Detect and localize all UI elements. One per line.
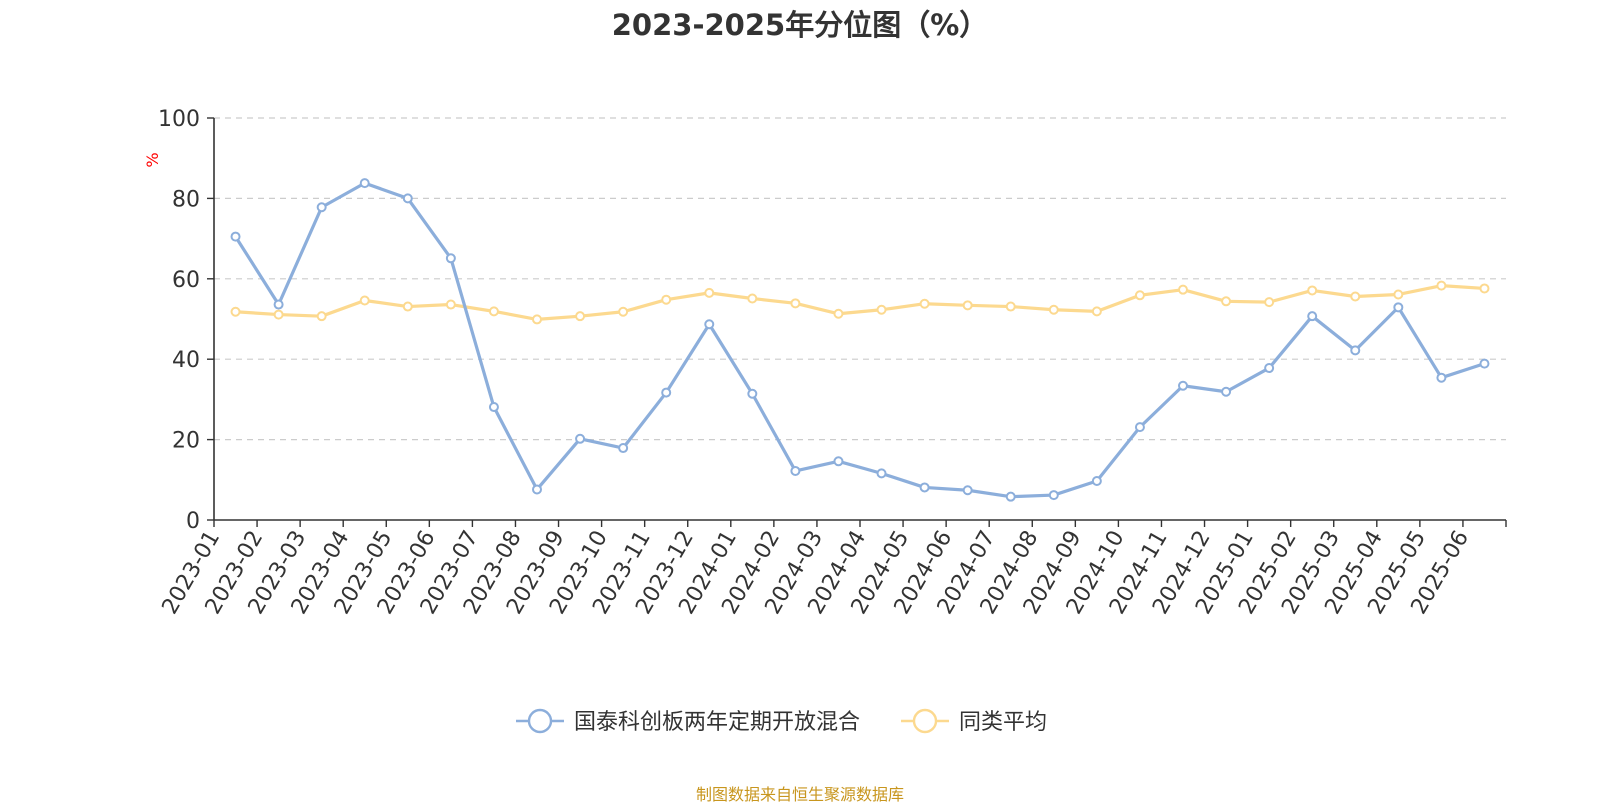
fund-data-point[interactable] [273, 299, 284, 310]
y-tick-label: 100 [158, 107, 200, 132]
legend[interactable]: 国泰科创板两年定期开放混合 同类平均 [516, 708, 1047, 735]
average-data-point[interactable] [532, 314, 542, 325]
fund-data-point[interactable] [1264, 363, 1275, 374]
average-data-point[interactable] [833, 308, 844, 319]
fund-data-point[interactable] [1307, 311, 1318, 322]
chart-title: 2023-2025年分位图（%） [611, 8, 989, 42]
fund-data-point[interactable] [1134, 422, 1145, 433]
average-data-point[interactable] [1436, 280, 1447, 291]
average-data-point[interactable] [1393, 289, 1404, 300]
average-data-point[interactable] [919, 298, 930, 309]
average-data-point[interactable] [230, 306, 241, 317]
average-data-point[interactable] [359, 295, 370, 306]
average-data-point[interactable] [618, 306, 629, 317]
fund-series-line [233, 181, 1487, 499]
average-data-point[interactable] [1178, 284, 1188, 295]
fund-data-point[interactable] [1178, 380, 1188, 391]
average-data-point[interactable] [575, 311, 586, 322]
fund-data-point[interactable] [316, 202, 327, 213]
fund-data-point[interactable] [445, 253, 456, 264]
legend-item-average[interactable]: 同类平均 [901, 708, 1047, 735]
legend-item-fund[interactable]: 国泰科创板两年定期开放混合 [516, 708, 860, 735]
legend-circle-icon [527, 708, 553, 734]
average-data-point[interactable] [661, 294, 672, 305]
average-data-point[interactable] [316, 311, 327, 322]
average-data-point[interactable] [790, 298, 801, 309]
fund-data-point[interactable] [1048, 490, 1059, 501]
y-tick-label: 80 [172, 187, 200, 212]
fund-data-point[interactable] [359, 178, 370, 189]
gridlines [214, 117, 1506, 441]
fund-data-point[interactable] [575, 433, 586, 444]
average-data-point[interactable] [747, 293, 758, 304]
fund-data-point[interactable] [747, 388, 758, 399]
average-data-point[interactable] [704, 287, 715, 298]
fund-data-point[interactable] [230, 231, 241, 242]
y-tick-label: 60 [172, 268, 200, 293]
average-data-point[interactable] [273, 309, 284, 320]
series [230, 178, 1490, 502]
fund-data-point[interactable] [1221, 386, 1232, 397]
average-data-point[interactable] [1350, 291, 1361, 302]
fund-data-point[interactable] [833, 456, 844, 467]
average-series-line [233, 284, 1487, 322]
fund-data-point[interactable] [876, 468, 887, 479]
average-data-point[interactable] [1221, 296, 1232, 307]
fund-data-point[interactable] [1479, 358, 1490, 369]
fund-data-point[interactable] [1393, 302, 1404, 313]
legend-label: 同类平均 [959, 710, 1047, 735]
average-data-point[interactable] [1005, 301, 1016, 312]
fund-data-point[interactable] [704, 319, 715, 330]
fund-data-point[interactable] [790, 465, 801, 476]
average-data-point[interactable] [1479, 283, 1490, 294]
average-data-point[interactable] [1307, 285, 1318, 296]
fund-data-point[interactable] [1091, 476, 1102, 487]
fund-data-point[interactable] [1350, 345, 1361, 356]
fund-data-point[interactable] [1436, 372, 1447, 383]
average-data-point[interactable] [876, 304, 887, 315]
average-data-point[interactable] [962, 300, 973, 311]
average-data-point[interactable] [488, 306, 499, 317]
average-data-point[interactable] [402, 301, 413, 312]
fund-data-point[interactable] [618, 443, 629, 454]
fund-data-point[interactable] [532, 484, 542, 495]
fund-data-point[interactable] [1005, 491, 1016, 502]
average-data-point[interactable] [1264, 297, 1275, 308]
fund-data-point[interactable] [488, 402, 499, 413]
fund-data-point[interactable] [962, 485, 973, 496]
average-data-point[interactable] [1134, 290, 1145, 301]
average-data-point[interactable] [1091, 306, 1102, 317]
fund-data-point[interactable] [919, 482, 930, 493]
y-tick-label: 0 [186, 509, 200, 534]
y-unit-label: % [143, 152, 162, 167]
fund-data-point[interactable] [402, 193, 413, 204]
y-tick-label: 20 [172, 429, 200, 454]
y-tick-label: 40 [172, 348, 200, 373]
legend-circle-icon [912, 708, 938, 734]
fund-data-point[interactable] [661, 387, 672, 398]
legend-label: 国泰科创板两年定期开放混合 [574, 710, 860, 735]
source-note: 制图数据来自恒生聚源数据库 [695, 785, 904, 804]
average-data-point[interactable] [1048, 304, 1059, 315]
average-data-point[interactable] [445, 299, 456, 310]
